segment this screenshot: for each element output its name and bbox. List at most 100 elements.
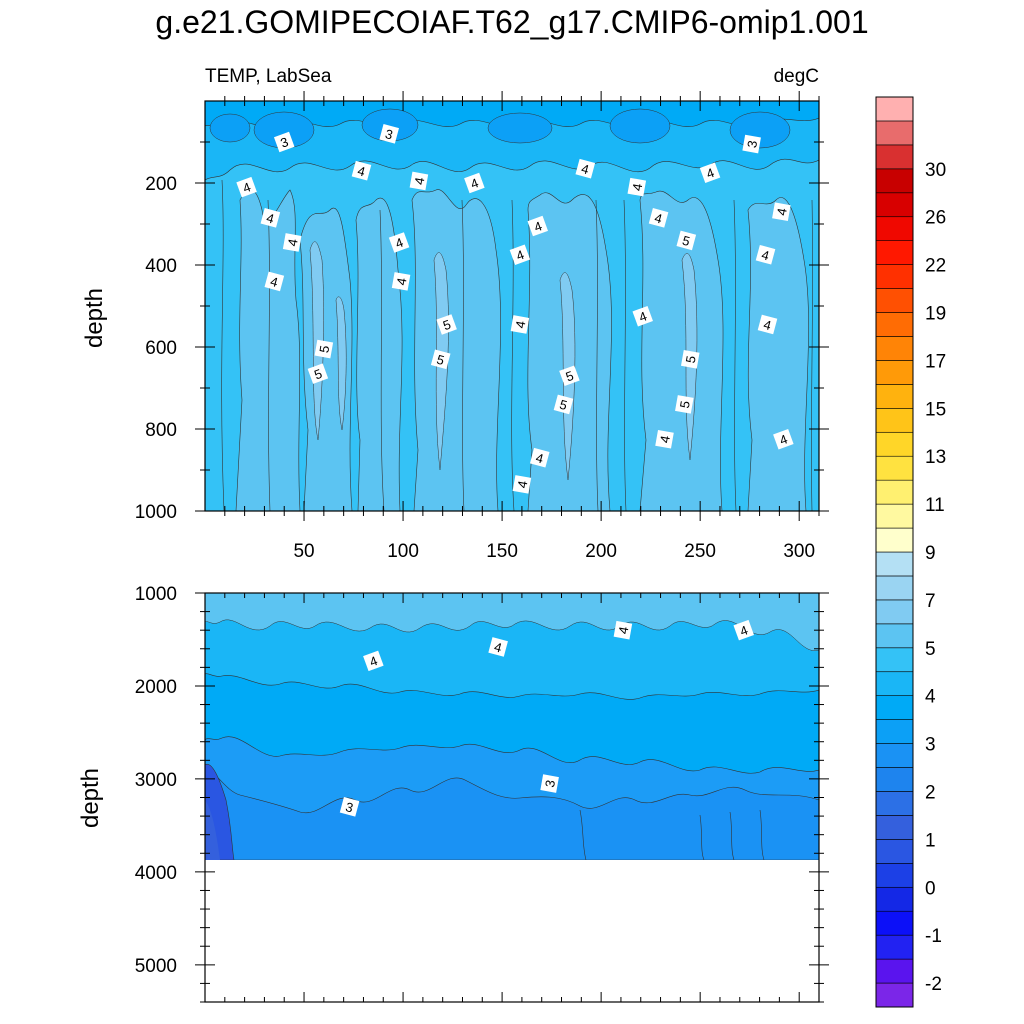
svg-text:4: 4 — [774, 207, 790, 217]
top-contour-label: 4 — [575, 158, 596, 179]
colorbar-swatch — [875, 791, 914, 816]
top-contour-label: 4 — [236, 176, 257, 198]
bottom-contour-label: 4 — [733, 619, 754, 641]
colorbar-label: 13 — [925, 447, 946, 468]
top-contour-label: 4 — [527, 215, 549, 237]
colorbar-swatch — [875, 360, 914, 385]
colorbar-label: 19 — [925, 304, 946, 325]
svg-text:4: 4 — [532, 218, 544, 235]
colorbar-swatch — [875, 863, 914, 888]
top-contour-label: 5 — [676, 230, 697, 251]
top-x-tick-label: 100 — [387, 541, 419, 562]
bottom-x-axis — [224, 593, 820, 1002]
colorbar-swatch — [875, 96, 914, 122]
top-x-tick-label: 150 — [486, 541, 518, 562]
top-contour-label: 5 — [307, 363, 329, 384]
top-contour-label: 4 — [391, 272, 411, 291]
bottom-panel: 4 4 4 4 3 3 1000 2000 3000 4000 5000 depth — [77, 584, 829, 1003]
colorbar-swatch — [875, 216, 914, 241]
colorbar-swatch — [875, 647, 914, 673]
bottom-y-axis-label: depth — [77, 768, 104, 828]
svg-text:4: 4 — [394, 277, 410, 287]
top-contour-label: 5 — [436, 314, 457, 335]
svg-text:5: 5 — [681, 233, 692, 249]
colorbar-label: 17 — [925, 351, 946, 372]
colorbar-swatch — [875, 695, 914, 720]
top-contour-label: 4 — [264, 271, 285, 292]
top-contour-label: 4 — [409, 171, 429, 191]
svg-text:4: 4 — [269, 274, 280, 290]
colorbar-label: 30 — [925, 160, 946, 181]
top-contour-label: 5 — [553, 394, 574, 415]
bottom-y-tick-label: 2000 — [135, 677, 177, 698]
colorbar-label: 22 — [925, 256, 946, 277]
top-contour-label: 5 — [559, 365, 580, 386]
colorbar-swatch — [875, 503, 914, 529]
variable-label: TEMP, LabSea — [205, 66, 332, 87]
top-contour-label: 4 — [351, 160, 372, 181]
colorbar-swatch — [875, 431, 914, 457]
top-contour-fill — [205, 101, 819, 511]
colorbar-label: 1 — [925, 830, 936, 851]
top-contour-label: 4 — [388, 232, 410, 253]
top-y-axis-label: depth — [81, 288, 108, 348]
top-contour-label: 4 — [655, 429, 674, 449]
colorbar-swatch — [875, 599, 914, 625]
colorbar-swatch — [875, 264, 914, 289]
bottom-y-tick-label: 1000 — [135, 584, 177, 605]
svg-text:5: 5 — [683, 355, 699, 365]
top-contour-label: 5 — [675, 395, 694, 414]
colorbar-swatch — [875, 384, 914, 409]
top-contour-label: 4 — [755, 244, 776, 265]
svg-text:4: 4 — [493, 639, 504, 655]
svg-text:5: 5 — [564, 368, 576, 385]
colorbar-label: 9 — [925, 543, 936, 564]
svg-text:4: 4 — [762, 317, 773, 333]
colorbar-swatch — [875, 312, 914, 337]
top-y-tick-label: 600 — [145, 338, 177, 359]
bottom-y-tick-label: 5000 — [135, 956, 177, 977]
colorbar-label: 4 — [925, 687, 936, 708]
top-x-tick-label: 50 — [293, 541, 314, 562]
svg-text:4: 4 — [778, 431, 790, 448]
top-y-tick-label: 1000 — [135, 502, 177, 523]
svg-text:4: 4 — [653, 210, 664, 226]
top-x-tick-label: 200 — [585, 541, 617, 562]
colorbar-swatch — [875, 575, 914, 601]
colorbar-label: -2 — [925, 974, 942, 995]
svg-text:3: 3 — [542, 779, 558, 789]
colorbar-swatch — [875, 767, 914, 792]
top-contour-label: 4 — [632, 305, 653, 327]
top-contour-label: 4 — [772, 202, 791, 221]
bottom-contour-label: 3 — [540, 774, 559, 793]
svg-text:4: 4 — [657, 434, 673, 444]
svg-text:5: 5 — [312, 366, 324, 383]
bottom-contour-label: 4 — [363, 650, 384, 672]
top-contour-label: 4 — [509, 244, 531, 266]
colorbar-label: 0 — [925, 878, 936, 899]
colorbar-swatch — [875, 815, 914, 840]
top-contour-label: 4 — [282, 233, 302, 252]
bottom-contour-fill — [205, 593, 819, 1002]
colorbar-swatch — [875, 886, 914, 912]
colorbar-label: 26 — [925, 208, 946, 229]
svg-text:3: 3 — [384, 126, 395, 142]
bottom-y-tick-label: 4000 — [135, 863, 177, 884]
top-contour-label: 4 — [529, 447, 550, 468]
top-y-axis: 200 400 600 800 1000 — [135, 141, 829, 523]
svg-text:4: 4 — [514, 480, 530, 490]
colorbar-swatch — [875, 551, 914, 577]
top-x-tick-label: 300 — [783, 541, 815, 562]
svg-text:5: 5 — [441, 317, 453, 334]
chart-title: g.e21.GOMIPECOIAF.T62_g17.CMIP6-omip1.00… — [155, 4, 869, 40]
top-contour-label: 4 — [510, 315, 530, 334]
colorbar-swatch — [875, 240, 914, 265]
bottom-contour-label: 4 — [613, 620, 633, 640]
svg-text:5: 5 — [316, 344, 332, 354]
svg-text:4: 4 — [393, 235, 405, 252]
colorbar-label: 2 — [925, 782, 936, 803]
svg-text:3: 3 — [344, 799, 355, 815]
colorbar-label: 15 — [925, 399, 946, 420]
